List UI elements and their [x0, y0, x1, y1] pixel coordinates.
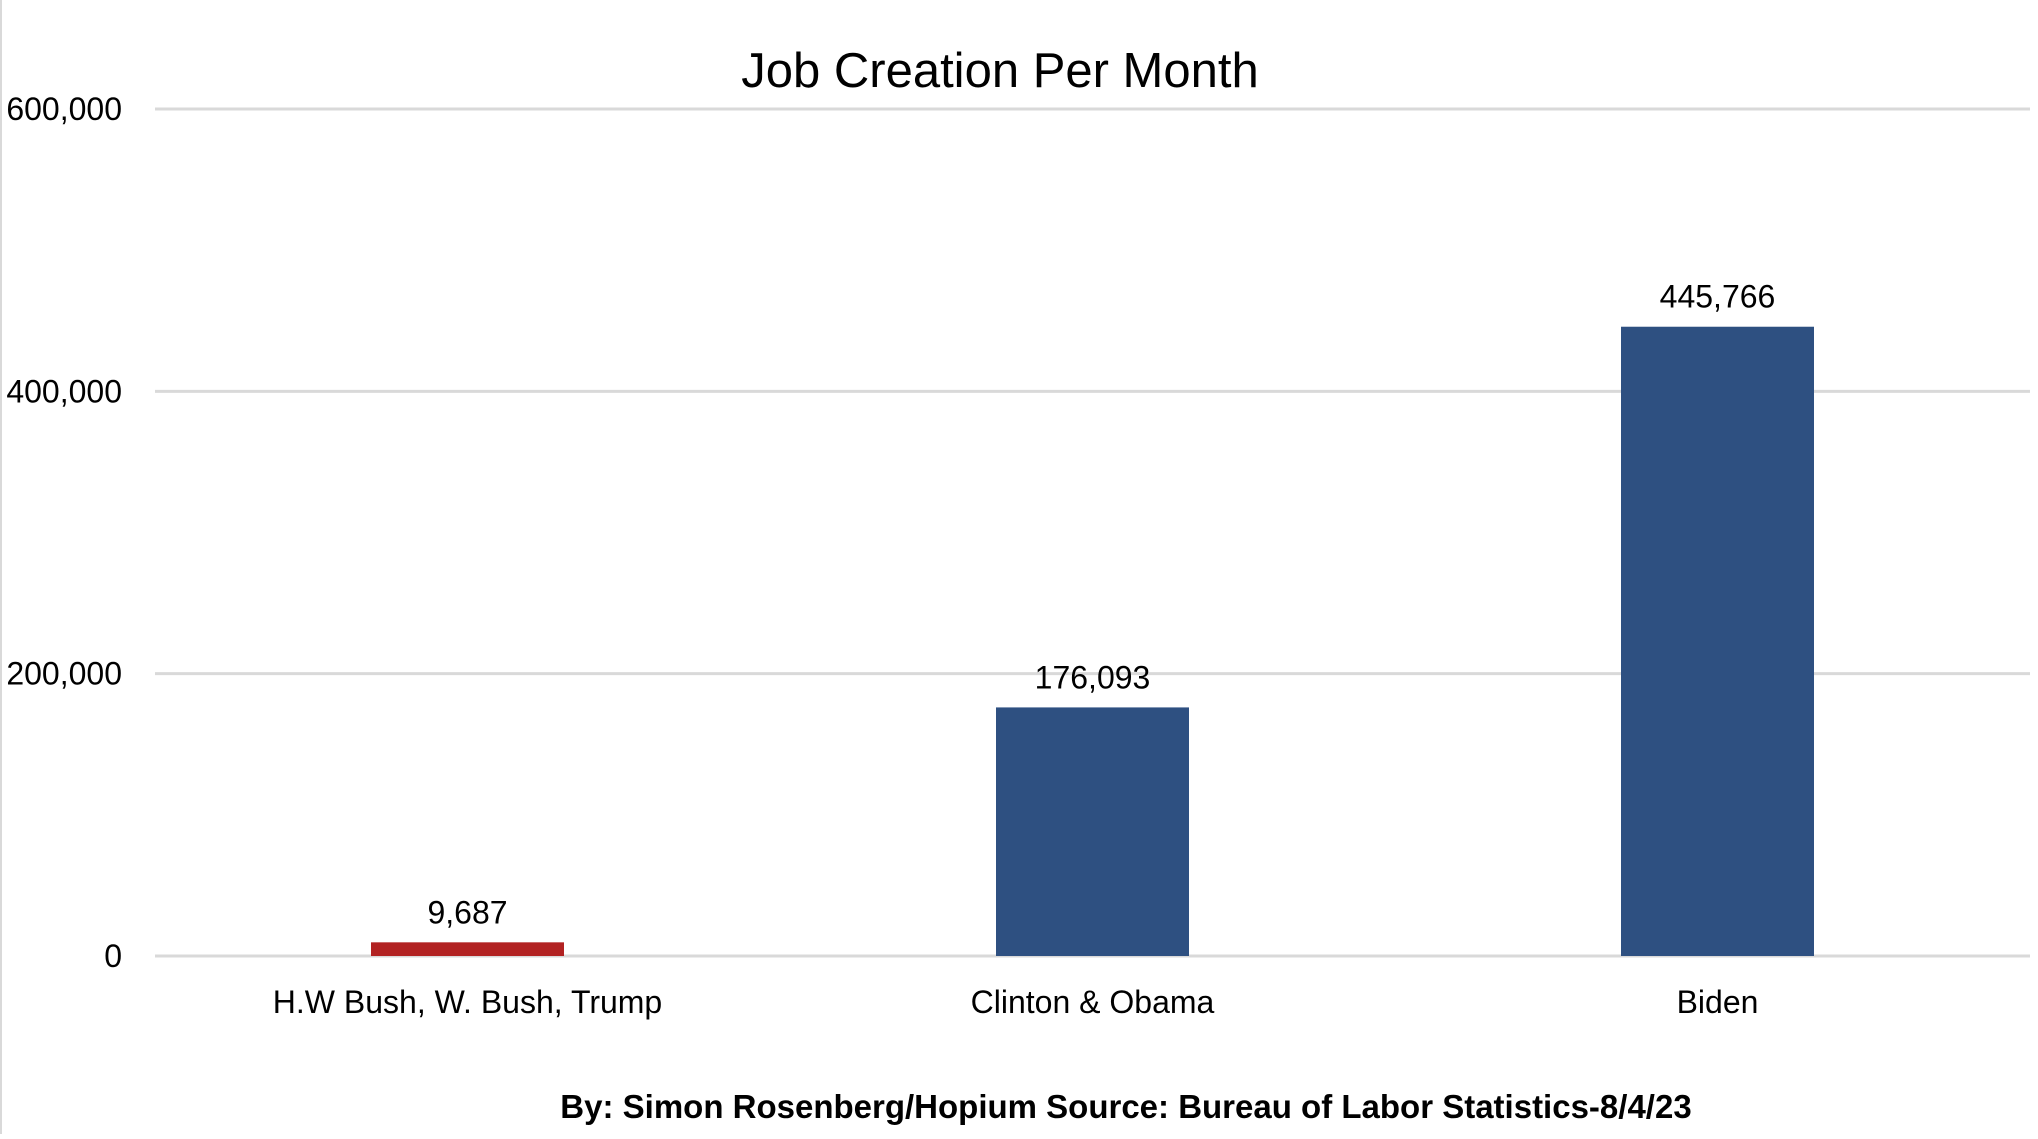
y-tick-label: 0 [104, 938, 122, 974]
data-labels: 9,687 176,093 445,766 [427, 279, 1775, 931]
data-label: 9,687 [427, 894, 507, 930]
y-axis-ticks: 0 200,000 400,000 600,000 [6, 91, 122, 974]
bars [371, 326, 1814, 956]
y-tick-label: 600,000 [6, 91, 122, 127]
bar [371, 942, 564, 956]
chart-title: Job Creation Per Month [741, 44, 1259, 98]
data-label: 445,766 [1660, 279, 1776, 315]
bar [996, 707, 1189, 956]
data-label: 176,093 [1035, 659, 1151, 695]
left-border [0, 0, 2, 1134]
bar [1621, 326, 1814, 956]
x-axis-ticks: H.W Bush, W. Bush, Trump Clinton & Obama B… [273, 984, 1759, 1020]
y-tick-label: 400,000 [6, 373, 122, 409]
chart-footer: By: Simon Rosenberg/Hopium Source: Burea… [560, 1088, 1691, 1125]
y-tick-label: 200,000 [6, 656, 122, 692]
x-tick-label: Biden [1677, 984, 1759, 1020]
x-tick-label: H.W Bush, W. Bush, Trump [273, 984, 662, 1020]
x-tick-label: Clinton & Obama [971, 984, 1215, 1020]
